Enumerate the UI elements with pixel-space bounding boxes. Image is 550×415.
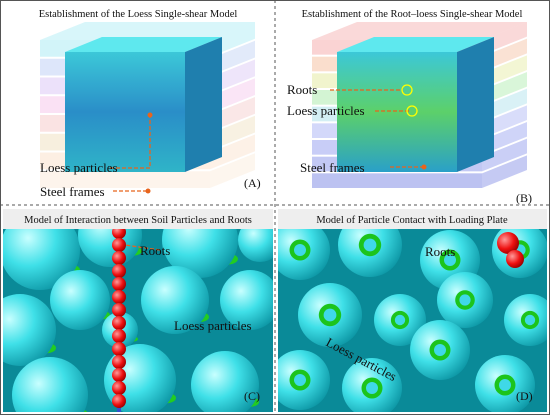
particle bbox=[191, 351, 259, 412]
root-particle bbox=[112, 290, 126, 304]
soil-side bbox=[457, 37, 494, 172]
frame-layer bbox=[40, 171, 210, 188]
soil-front bbox=[337, 52, 457, 172]
panel-title: Model of Interaction between Soil Partic… bbox=[24, 215, 252, 226]
arrow-dots bbox=[145, 112, 427, 194]
title-bar bbox=[3, 209, 273, 229]
root-particle bbox=[112, 277, 126, 291]
label: Roots bbox=[287, 82, 317, 97]
soil-side bbox=[185, 37, 222, 172]
contact-core bbox=[524, 314, 536, 326]
root-particle bbox=[112, 316, 126, 330]
panel-tag: (D) bbox=[516, 389, 533, 403]
root-particle bbox=[112, 355, 126, 369]
label: Roots bbox=[425, 244, 455, 259]
root-particle bbox=[112, 303, 126, 317]
highlight bbox=[401, 84, 413, 96]
particle bbox=[162, 229, 238, 278]
frame-layer bbox=[210, 134, 255, 170]
root-particle bbox=[497, 232, 519, 254]
model-cubes bbox=[40, 22, 527, 188]
panel-tag: (C) bbox=[244, 389, 260, 403]
label: Steel frames bbox=[300, 160, 365, 175]
label: Roots bbox=[140, 243, 170, 258]
contact-core bbox=[394, 314, 406, 326]
particle bbox=[50, 270, 110, 330]
contact-core bbox=[459, 294, 471, 306]
frame-layer bbox=[482, 138, 527, 172]
particle bbox=[78, 229, 142, 267]
root-particle bbox=[112, 342, 126, 356]
root-particle bbox=[112, 329, 126, 343]
root-particle bbox=[112, 251, 126, 265]
root-particle bbox=[112, 381, 126, 395]
contact-core bbox=[294, 374, 306, 386]
label: Loess particles bbox=[40, 160, 118, 175]
particle bbox=[3, 294, 56, 366]
root-particle bbox=[112, 229, 126, 239]
soil-top bbox=[65, 37, 222, 52]
label: Loess particles bbox=[174, 318, 252, 333]
root-particle bbox=[112, 264, 126, 278]
root-particle bbox=[112, 368, 126, 382]
root-particle bbox=[112, 238, 126, 252]
contact-core bbox=[434, 344, 446, 356]
contact-core bbox=[444, 254, 456, 266]
root-bond bbox=[117, 406, 121, 412]
title-bar bbox=[278, 209, 547, 229]
panel-tag: (B) bbox=[516, 191, 532, 205]
frame-layer bbox=[482, 155, 527, 188]
panel-title: Model of Particle Contact with Loading P… bbox=[316, 215, 508, 226]
panel-tag: (A) bbox=[244, 176, 261, 190]
particle bbox=[141, 266, 209, 334]
contact-core bbox=[499, 379, 511, 391]
panel-title: Establishment of the Root–loess Single-s… bbox=[302, 9, 523, 20]
frame-top bbox=[40, 22, 255, 40]
label: Steel frames bbox=[40, 184, 105, 199]
highlight bbox=[406, 105, 418, 117]
panel-title: Establishment of the Loess Single-shear … bbox=[39, 9, 238, 20]
frame-top bbox=[312, 22, 527, 40]
frame-layer bbox=[210, 153, 255, 188]
contact-core bbox=[323, 308, 337, 322]
contact-core bbox=[294, 244, 306, 256]
panel-c-scene bbox=[3, 229, 273, 412]
particle bbox=[220, 270, 273, 330]
particle bbox=[3, 229, 80, 290]
particle bbox=[12, 357, 88, 412]
contact-core bbox=[363, 238, 377, 252]
pointer-arrows bbox=[110, 89, 424, 251]
root-particle bbox=[506, 250, 524, 268]
label: Loess particles bbox=[287, 103, 365, 118]
root-particle bbox=[112, 394, 126, 408]
contact-core bbox=[366, 382, 378, 394]
particle bbox=[238, 229, 273, 262]
soil-front bbox=[65, 52, 185, 172]
frame-layer bbox=[312, 173, 482, 188]
soil-top bbox=[337, 37, 494, 52]
panel-d-scene bbox=[278, 229, 547, 412]
